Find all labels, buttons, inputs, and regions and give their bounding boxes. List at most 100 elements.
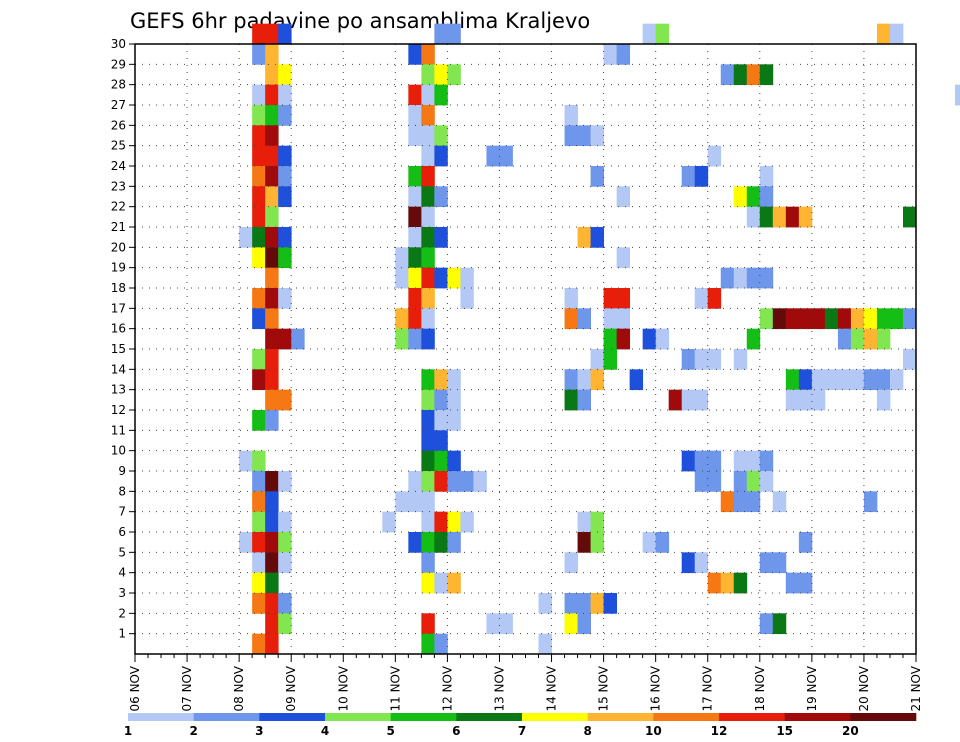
heatmap-cell <box>265 308 279 330</box>
heatmap-cell <box>421 227 435 248</box>
heatmap-cell <box>252 593 266 614</box>
heatmap-cell <box>252 206 266 228</box>
heatmap-cell <box>278 186 292 208</box>
colorbar-label: 4 <box>321 724 329 738</box>
heatmap-cell <box>798 572 813 594</box>
heatmap-cell <box>408 44 422 65</box>
heatmap-cell <box>421 288 435 309</box>
heatmap-cell <box>278 145 292 167</box>
heatmap-cell <box>434 389 448 411</box>
heatmap-cell <box>694 288 709 309</box>
heatmap-cell <box>421 389 435 411</box>
heatmap-cell <box>434 23 448 45</box>
heatmap-cell <box>603 288 618 309</box>
colorbar-label: 7 <box>518 724 526 738</box>
heatmap-cell <box>421 572 435 594</box>
heatmap-cell <box>421 267 435 289</box>
heatmap-cell <box>694 166 709 187</box>
heatmap-cell <box>460 267 474 289</box>
heatmap-cell <box>564 389 578 411</box>
x-tick-label: 20 NOV <box>857 665 871 711</box>
colorbar-swatch <box>784 713 851 721</box>
colorbar-label: 6 <box>452 724 460 738</box>
chart-title: GEFS 6hr padavine po ansamblima Kraljevo <box>130 9 590 33</box>
heatmap-cell <box>746 267 761 289</box>
heatmap-cell <box>590 532 604 553</box>
colorbar-swatch <box>193 713 260 721</box>
heatmap-cell <box>889 369 904 391</box>
y-tick-label: 14 <box>111 362 126 376</box>
heatmap-cell <box>642 328 657 350</box>
heatmap-cell <box>564 593 578 614</box>
heatmap-cell <box>746 64 761 86</box>
heatmap-cell <box>707 349 722 370</box>
heatmap-cell <box>577 389 591 411</box>
heatmap-cell <box>811 308 826 330</box>
heatmap-cell <box>395 267 409 289</box>
heatmap-cell <box>252 227 266 248</box>
heatmap-cell <box>499 613 513 635</box>
heatmap-cell <box>434 125 448 147</box>
heatmap-cell <box>798 532 813 553</box>
heatmap-cell <box>252 247 266 269</box>
heatmap-cell <box>863 308 878 330</box>
y-tick-label: 13 <box>111 383 126 397</box>
heatmap-cell <box>616 288 631 309</box>
heatmap-cell <box>265 44 279 65</box>
heatmap-cell <box>395 247 409 269</box>
heatmap-cell <box>746 186 761 208</box>
heatmap-cell <box>564 552 578 574</box>
heatmap-cell <box>421 105 435 126</box>
heatmap-cell <box>421 186 435 208</box>
heatmap-cell <box>265 186 279 208</box>
heatmap-cell <box>278 552 292 574</box>
heatmap-cell <box>265 572 279 594</box>
heatmap-cell <box>265 511 279 533</box>
heatmap-cell <box>733 572 748 594</box>
heatmap-cell <box>655 328 670 350</box>
heatmap-cell <box>629 369 644 391</box>
y-tick-label: 21 <box>111 220 126 234</box>
heatmap-cell <box>902 206 917 228</box>
heatmap-cell <box>694 389 709 411</box>
heatmap-cell <box>434 450 448 472</box>
heatmap-cell <box>408 532 422 553</box>
heatmap-cell <box>863 328 878 350</box>
heatmap-cell <box>265 105 279 126</box>
heatmap-cell <box>265 166 279 187</box>
heatmap-cell <box>850 369 865 391</box>
y-tick-label: 23 <box>111 179 126 193</box>
heatmap-cell <box>265 328 279 350</box>
colorbar-swatch <box>456 713 523 721</box>
heatmap-cell <box>408 125 422 147</box>
heatmap-cell <box>798 308 813 330</box>
heatmap-cell <box>408 206 422 228</box>
heatmap-cell <box>265 613 279 635</box>
heatmap-cell <box>785 206 800 228</box>
heatmap-cell <box>252 410 266 431</box>
y-tick-label: 15 <box>111 342 126 356</box>
heatmap-cell <box>265 267 279 289</box>
heatmap-cell <box>772 308 787 330</box>
heatmap-cell <box>837 308 852 330</box>
heatmap-cell <box>265 532 279 553</box>
heatmap-cell <box>421 44 435 65</box>
colorbar-swatch <box>850 713 917 721</box>
heatmap-cell <box>876 389 891 411</box>
y-tick-label: 17 <box>111 301 126 315</box>
y-tick-label: 6 <box>118 525 126 539</box>
heatmap-cell <box>811 389 826 411</box>
heatmap-cell <box>434 267 448 289</box>
heatmap-cell <box>590 369 604 391</box>
heatmap-cell <box>785 308 800 330</box>
heatmap-cell <box>434 532 448 553</box>
heatmap-cell <box>252 145 266 167</box>
heatmap-cell <box>421 166 435 187</box>
heatmap-cell <box>278 532 292 553</box>
y-tick-label: 27 <box>111 98 126 112</box>
y-tick-label: 29 <box>111 57 126 71</box>
x-tick-label: 13 NOV <box>492 665 506 711</box>
heatmap-cell <box>616 328 631 350</box>
heatmap-cell <box>239 450 253 472</box>
heatmap-cell <box>759 471 774 492</box>
